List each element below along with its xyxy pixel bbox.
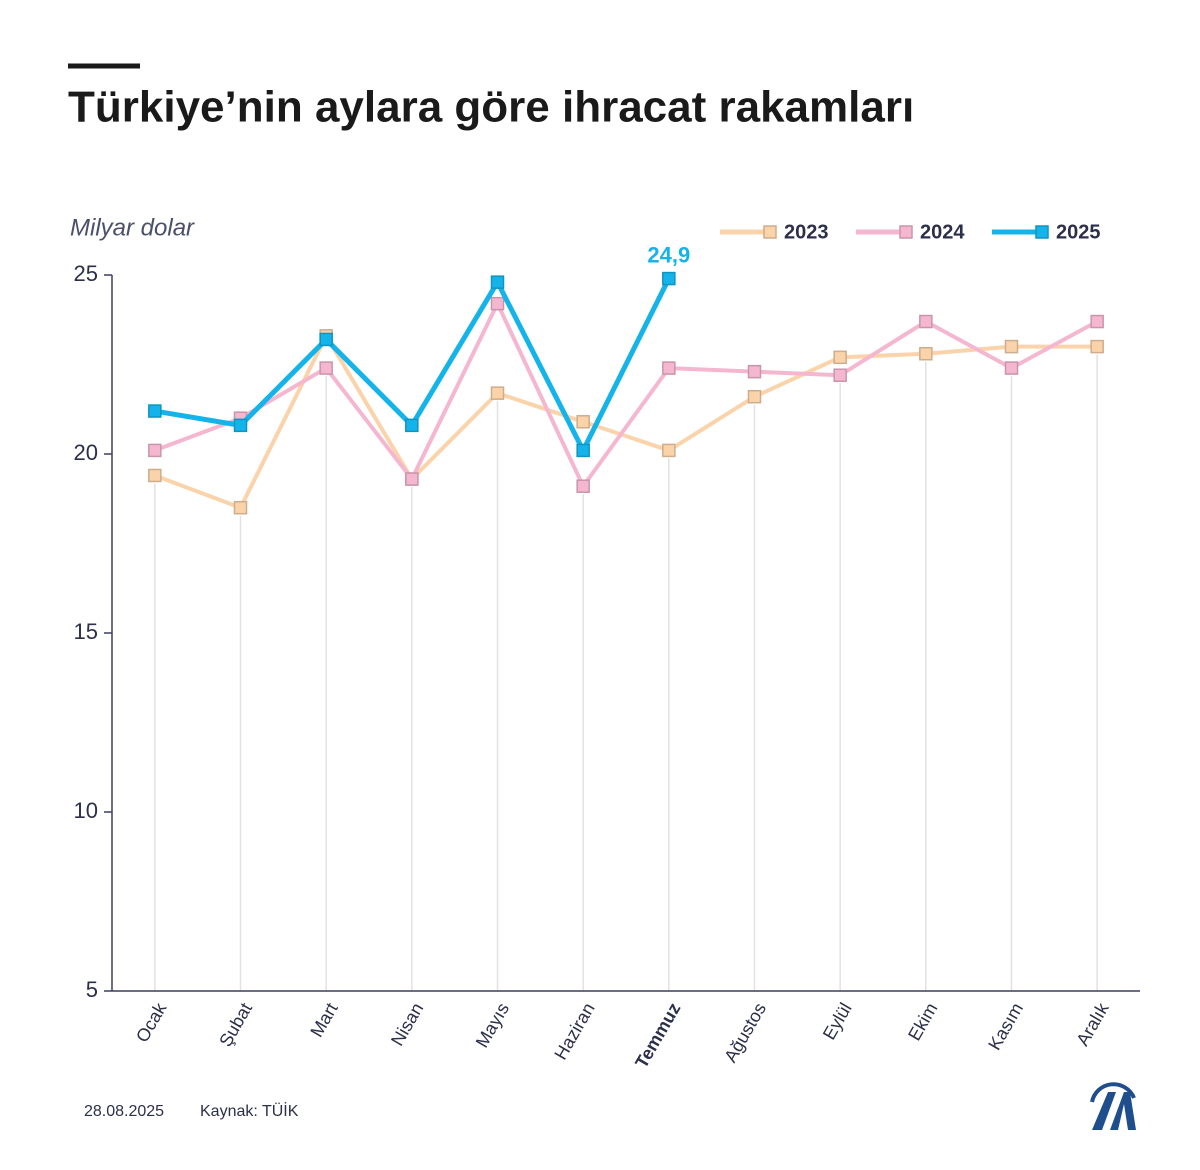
marker bbox=[233, 500, 248, 515]
marker bbox=[1090, 339, 1104, 354]
marker bbox=[576, 443, 590, 458]
logo-shape bbox=[1110, 1092, 1136, 1130]
marker bbox=[662, 271, 676, 286]
legend-marker bbox=[763, 225, 777, 239]
marker bbox=[233, 418, 248, 433]
marker bbox=[833, 350, 847, 365]
logo-shape bbox=[1092, 1092, 1116, 1130]
legend-label: 2024 bbox=[920, 221, 965, 243]
legend-marker bbox=[899, 225, 913, 239]
date: 28.08.2025 bbox=[84, 1103, 164, 1120]
source: Kaynak: TÜİK bbox=[200, 1101, 299, 1120]
marker bbox=[148, 404, 162, 418]
legend-label: 2023 bbox=[784, 221, 829, 243]
y-tick-label: 5 bbox=[86, 977, 98, 1002]
marker bbox=[576, 479, 590, 493]
marker bbox=[1004, 339, 1019, 354]
chart-title: Türkiye’nin aylara göre ihracat rakamlar… bbox=[68, 83, 914, 132]
y-tick-label: 20 bbox=[74, 440, 98, 465]
series-line bbox=[154, 301, 1099, 489]
series-line bbox=[154, 333, 1098, 510]
marker bbox=[1004, 361, 1019, 375]
marker bbox=[148, 468, 162, 483]
value-label: 24,9 bbox=[647, 242, 690, 267]
marker bbox=[490, 386, 505, 400]
marker bbox=[405, 418, 419, 433]
marker bbox=[1090, 314, 1104, 329]
y-tick-label: 10 bbox=[74, 798, 98, 823]
marker bbox=[833, 368, 847, 382]
legend-marker bbox=[1035, 225, 1049, 239]
marker bbox=[490, 296, 505, 311]
marker bbox=[662, 361, 676, 375]
y-axis-label: Milyar dolar bbox=[70, 214, 195, 241]
marker bbox=[319, 361, 333, 375]
y-tick-label: 25 bbox=[74, 261, 98, 286]
marker bbox=[490, 275, 505, 289]
marker bbox=[405, 472, 419, 486]
marker bbox=[576, 415, 590, 429]
marker bbox=[747, 389, 762, 404]
marker bbox=[919, 347, 933, 361]
marker bbox=[148, 443, 162, 458]
marker bbox=[319, 332, 333, 347]
logo-arc bbox=[1090, 1082, 1136, 1103]
marker bbox=[919, 314, 933, 329]
logo bbox=[1090, 1082, 1136, 1130]
marker bbox=[662, 443, 676, 458]
y-tick-label: 15 bbox=[74, 619, 98, 644]
marker bbox=[747, 364, 762, 379]
legend-label: 2025 bbox=[1056, 221, 1101, 243]
